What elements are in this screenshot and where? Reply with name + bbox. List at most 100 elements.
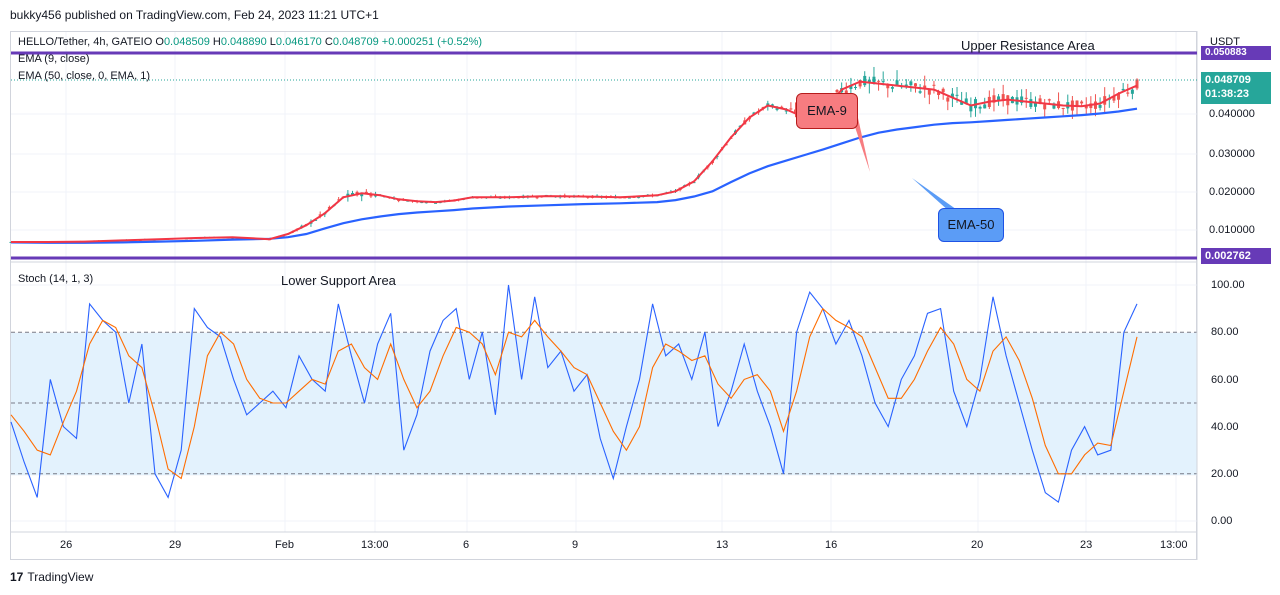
resistance-price-tag: 0.050883 [1201, 46, 1271, 60]
candle-body [318, 214, 322, 216]
candle-body [360, 194, 364, 197]
last-price-tag: 0.048709 01:38:23 [1201, 72, 1271, 104]
tradingview-logo-icon: 17 [10, 570, 24, 584]
candle-body [835, 89, 839, 93]
legend-low-label: L [269, 36, 276, 48]
ema9-callout[interactable]: EMA-9 [796, 93, 858, 129]
candle-body [337, 199, 341, 201]
stoch-tick: 100.00 [1211, 279, 1245, 291]
candle-body [1135, 79, 1139, 89]
candle-body [969, 104, 973, 112]
candle-body [992, 95, 996, 103]
candle-body [918, 91, 922, 93]
candle-body [867, 79, 871, 83]
candle-body [789, 108, 793, 110]
tradingview-brand: TradingView [27, 570, 94, 584]
time-tick: 26 [60, 539, 73, 551]
stoch-tick: 40.00 [1211, 421, 1239, 433]
stoch-tick: 20.00 [1211, 468, 1239, 480]
candle-body [858, 79, 862, 87]
candle-body [941, 88, 945, 93]
candle-body [535, 197, 539, 199]
candle-body [1038, 98, 1042, 104]
candle-body [1075, 100, 1079, 107]
candle-body [1043, 104, 1047, 110]
legend-high: 0.048890 [220, 36, 267, 48]
lower-support-label: Lower Support Area [281, 273, 396, 288]
ema50-callout[interactable]: EMA-50 [938, 208, 1004, 242]
candle-body [923, 85, 927, 89]
support-price-tag: 0.002762 [1201, 248, 1271, 264]
price-tick: 0.020000 [1209, 186, 1255, 198]
candle-body [886, 84, 890, 89]
time-tick: 6 [463, 539, 470, 551]
candle-body [1098, 104, 1102, 108]
bar-countdown: 01:38:23 [1205, 88, 1250, 100]
time-tick: 13 [716, 539, 729, 551]
time-tick: 13:00 [361, 539, 389, 551]
legend-change: +0.000251 (+0.52%) [381, 36, 483, 48]
candle-body [955, 94, 959, 96]
legend-close: 0.048709 [332, 36, 379, 48]
candle-body [1001, 94, 1005, 101]
candle-body [1080, 101, 1084, 104]
tradingview-footer[interactable]: 17 TradingView [10, 570, 93, 584]
candle-body [637, 197, 641, 199]
ema9-callout-pointer [852, 118, 870, 172]
candle-body [927, 89, 931, 95]
legend-open: 0.048509 [163, 36, 210, 48]
candle-body [932, 84, 936, 86]
candle-body [1130, 89, 1134, 94]
candle-body [775, 108, 779, 110]
candle-body [960, 101, 964, 105]
legend-price: HELLO/Tether, 4h, GATEIO O0.048509 H0.04… [18, 36, 482, 48]
price-tick: 0.040000 [1209, 108, 1255, 120]
legend-close-label: C [324, 36, 333, 48]
candle-body [978, 106, 982, 109]
candle-body [997, 96, 1001, 101]
candle-body [983, 104, 987, 109]
legend-open-label: O [155, 36, 164, 48]
candle-body [420, 202, 424, 204]
candle-body [863, 75, 867, 86]
candle-body [1121, 88, 1125, 91]
candle-body [1020, 96, 1024, 103]
legend-symbol: HELLO/Tether, 4h, GATEIO [18, 36, 153, 48]
candle-body [946, 97, 950, 102]
candle-body [692, 182, 696, 184]
candle-body [895, 80, 899, 86]
time-tick: 9 [572, 539, 579, 551]
candle-body [784, 110, 788, 112]
time-tick: Feb [275, 539, 294, 551]
candle-body [890, 87, 894, 89]
candle-body [1084, 105, 1088, 109]
candle-body [794, 109, 798, 114]
ema9-line [11, 80, 1138, 243]
candle-body [1033, 101, 1037, 107]
candle-body [964, 98, 968, 105]
candle-body [1112, 96, 1116, 101]
candle-body [881, 81, 885, 83]
time-tick: 13:00 [1160, 539, 1188, 551]
candle-body [1126, 92, 1130, 94]
candle-body [780, 106, 784, 109]
time-tick: 29 [169, 539, 182, 551]
candle-body [937, 92, 941, 96]
candle-body [424, 202, 428, 204]
legend-stoch[interactable]: Stoch (14, 1, 3) [18, 273, 94, 285]
candle-body [364, 191, 368, 194]
last-price-value: 0.048709 [1205, 74, 1251, 86]
legend-ema9[interactable]: EMA (9, close) [18, 53, 90, 65]
candle-body [1117, 93, 1121, 100]
price-tick: 0.010000 [1209, 224, 1255, 236]
candle-body [770, 104, 774, 106]
candle-body [1061, 107, 1065, 109]
candle-body [397, 200, 401, 202]
legend-ema50[interactable]: EMA (50, close, 0, EMA, 1) [18, 70, 151, 82]
ema50-line [10, 107, 1138, 244]
candle-body [627, 197, 631, 199]
candle-body [844, 90, 848, 94]
price-tick: 0.030000 [1209, 148, 1255, 160]
legend-low: 0.046170 [275, 36, 322, 48]
